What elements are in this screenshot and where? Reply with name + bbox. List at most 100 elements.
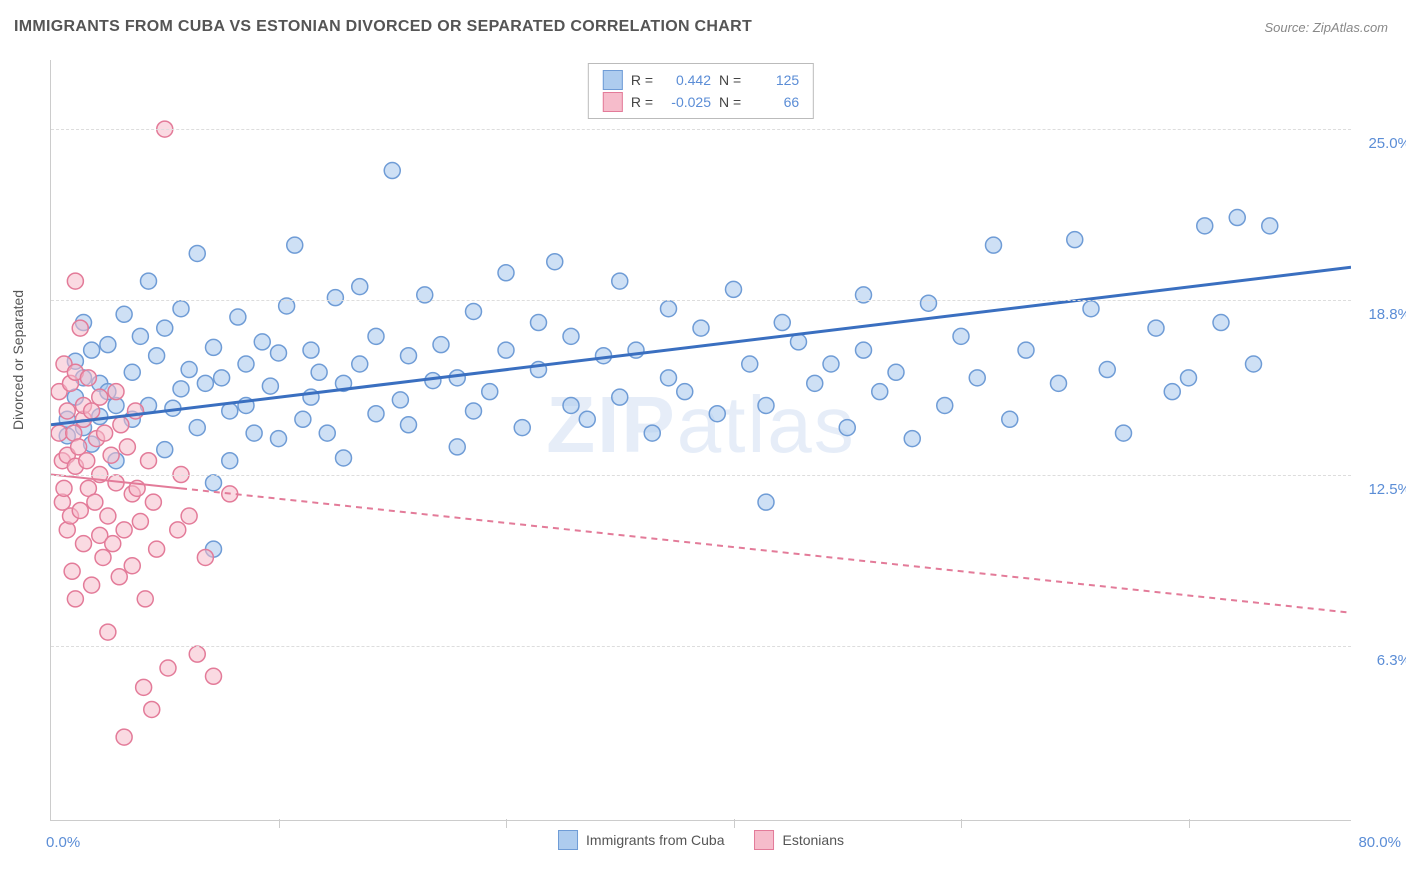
data-point (937, 397, 953, 413)
data-point (230, 309, 246, 325)
data-point (1018, 342, 1034, 358)
y-tick-label: 18.8% (1368, 306, 1406, 323)
data-point (547, 254, 563, 270)
y-gridline (51, 300, 1351, 301)
n-value: 125 (749, 69, 799, 91)
data-point (144, 701, 160, 717)
data-point (137, 591, 153, 607)
x-end-label: 80.0% (1358, 834, 1401, 851)
data-point (100, 337, 116, 353)
data-point (661, 301, 677, 317)
data-point (84, 342, 100, 358)
data-point (132, 328, 148, 344)
data-point (157, 320, 173, 336)
data-point (214, 370, 230, 386)
y-tick-label: 12.5% (1368, 481, 1406, 498)
y-tick-label: 25.0% (1368, 135, 1406, 152)
data-point (1116, 425, 1132, 441)
data-point (1262, 218, 1278, 234)
r-label: R = (631, 91, 653, 113)
data-point (271, 431, 287, 447)
data-point (1229, 210, 1245, 226)
data-point (1197, 218, 1213, 234)
data-point (888, 364, 904, 380)
y-gridline (51, 646, 1351, 647)
x-gridline (506, 819, 507, 828)
data-point (116, 522, 132, 538)
data-point (67, 591, 83, 607)
data-point (726, 281, 742, 297)
legend-swatch (603, 92, 623, 112)
data-point (149, 348, 165, 364)
data-point (579, 411, 595, 427)
legend-swatch (558, 830, 578, 850)
data-point (100, 624, 116, 640)
plot-area: ZIPatlas R =0.442N =125R =-0.025N =66 Im… (50, 60, 1351, 821)
n-value: 66 (749, 91, 799, 113)
data-point (149, 541, 165, 557)
data-point (856, 342, 872, 358)
data-point (87, 494, 103, 510)
data-point (72, 502, 88, 518)
data-point (904, 431, 920, 447)
data-point (295, 411, 311, 427)
data-point (1148, 320, 1164, 336)
data-point (758, 397, 774, 413)
data-point (352, 356, 368, 372)
data-point (1099, 362, 1115, 378)
data-point (433, 337, 449, 353)
data-point (1246, 356, 1262, 372)
data-point (206, 475, 222, 491)
data-point (181, 508, 197, 524)
y-gridline (51, 129, 1351, 130)
source-attribution: Source: ZipAtlas.com (1264, 20, 1388, 35)
data-point (644, 425, 660, 441)
data-point (51, 425, 67, 441)
data-point (327, 290, 343, 306)
data-point (197, 375, 213, 391)
data-point (173, 301, 189, 317)
legend-label: Estonians (783, 832, 844, 848)
y-gridline (51, 475, 1351, 476)
data-point (1213, 315, 1229, 331)
legend-swatch (755, 830, 775, 850)
data-point (222, 453, 238, 469)
data-point (709, 406, 725, 422)
y-tick-label: 6.3% (1377, 652, 1406, 669)
data-point (392, 392, 408, 408)
data-point (287, 237, 303, 253)
stats-legend: R =0.442N =125R =-0.025N =66 (588, 63, 814, 119)
data-point (189, 245, 205, 261)
legend-label: Immigrants from Cuba (586, 832, 724, 848)
data-point (262, 378, 278, 394)
data-point (124, 558, 140, 574)
data-point (76, 536, 92, 552)
data-point (80, 370, 96, 386)
data-point (368, 406, 384, 422)
data-point (64, 563, 80, 579)
data-point (92, 389, 108, 405)
x-gridline (961, 819, 962, 828)
n-label: N = (719, 69, 741, 91)
n-label: N = (719, 91, 741, 113)
data-point (206, 339, 222, 355)
data-point (59, 403, 75, 419)
y-axis-label: Divorced or Separated (10, 290, 26, 430)
data-point (100, 508, 116, 524)
data-point (368, 328, 384, 344)
data-point (774, 315, 790, 331)
data-point (108, 384, 124, 400)
data-point (303, 342, 319, 358)
data-point (1002, 411, 1018, 427)
data-point (189, 646, 205, 662)
data-point (986, 237, 1002, 253)
data-point (116, 306, 132, 322)
data-point (401, 348, 417, 364)
data-point (136, 679, 152, 695)
data-point (119, 439, 135, 455)
data-point (238, 356, 254, 372)
data-point (872, 384, 888, 400)
data-point (823, 356, 839, 372)
regression-line (51, 267, 1351, 425)
data-point (449, 439, 465, 455)
